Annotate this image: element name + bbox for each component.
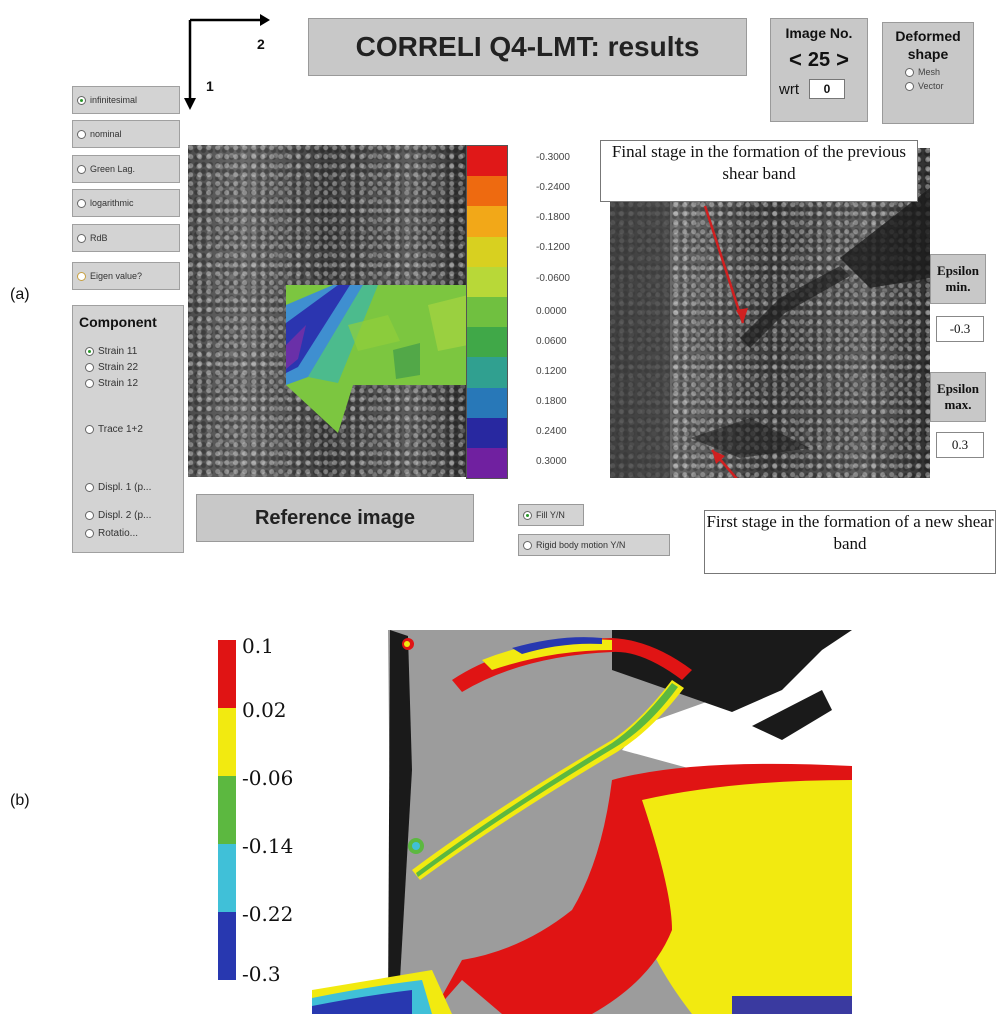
axis-1-label: 1 [206, 78, 214, 94]
reference-image-label: Reference image [196, 494, 474, 542]
radio-icon [77, 95, 86, 105]
component-title: Component [79, 314, 157, 330]
color-swatch [467, 236, 507, 267]
wrt-label: wrt [779, 80, 799, 98]
color-swatch [467, 327, 507, 358]
component-displ-2[interactable]: Displ. 2 (p... [81, 510, 151, 521]
strain-option-infinitesimal[interactable]: infinitesimal [72, 86, 180, 114]
legend-swatch [218, 640, 236, 708]
radio-icon [85, 347, 94, 356]
panel-label-a: (a) [10, 286, 30, 303]
image-number-value: 25 [807, 48, 831, 71]
fe-simulation-map [312, 630, 852, 1014]
epsilon-max-input[interactable]: 0.3 [936, 432, 984, 458]
color-swatch [467, 447, 507, 479]
strain-option-rdb[interactable]: RdB [72, 224, 180, 252]
strain-option-nominal[interactable]: nominal [72, 120, 180, 148]
component-trace[interactable]: Trace 1+2 [81, 424, 143, 435]
eigen-value-checkbox[interactable]: Eigen value? [72, 262, 180, 290]
color-swatch [467, 296, 507, 328]
vector-radio[interactable] [905, 81, 914, 91]
scale-label: -0.0600 [536, 273, 570, 284]
strain-option-green-lag[interactable]: Green Lag. [72, 155, 180, 183]
legend-label: -0.06 [242, 766, 294, 790]
legend-label: 0.1 [242, 634, 274, 658]
legend-swatch [218, 708, 236, 776]
radio-icon [85, 483, 94, 492]
radio-icon [85, 529, 94, 538]
component-strain-22[interactable]: Strain 22 [81, 362, 138, 373]
color-swatch [467, 387, 507, 418]
component-strain-12[interactable]: Strain 12 [81, 378, 138, 389]
reference-image [188, 145, 468, 477]
legend-swatch [218, 844, 236, 912]
deformed-image [610, 148, 930, 478]
color-swatch [467, 146, 507, 177]
component-strain-11[interactable]: Strain 11 [81, 346, 137, 357]
legend-swatch [218, 776, 236, 844]
app-title: CORRELI Q4-LMT: results [308, 18, 747, 76]
axis-2-label: 2 [257, 36, 265, 52]
fe-legend-bar [218, 640, 236, 980]
image-number-label: Image No. [785, 25, 853, 41]
radio-icon [77, 198, 86, 208]
deformed-shape-panel: Deformed shape Mesh Vector [882, 22, 974, 124]
scale-label: -0.1800 [536, 212, 570, 223]
color-swatch [467, 357, 507, 388]
rigid-body-toggle[interactable]: Rigid body motion Y/N [518, 534, 670, 556]
radio-icon [77, 164, 86, 174]
radio-icon [85, 511, 94, 520]
annotation-final-stage: Final stage in the formation of the prev… [600, 140, 918, 202]
epsilon-min-input[interactable]: -0.3 [936, 316, 984, 342]
vector-label: Vector [918, 81, 944, 91]
fill-toggle[interactable]: Fill Y/N [518, 504, 584, 526]
scale-label: 0.0000 [536, 306, 567, 317]
radio-icon [523, 540, 532, 550]
color-scale [466, 145, 508, 479]
radio-icon [85, 425, 94, 434]
strain-option-logarithmic[interactable]: logarithmic [72, 189, 180, 217]
legend-label: -0.3 [242, 962, 281, 986]
legend-label: -0.22 [242, 902, 294, 926]
epsilon-min-label: Epsilon min. [930, 254, 986, 304]
component-panel: Component Strain 11 Strain 22 Strain 12 … [72, 305, 184, 553]
epsilon-max-label: Epsilon max. [930, 372, 986, 422]
radio-icon [85, 379, 94, 388]
prev-image-button[interactable]: < [789, 47, 802, 72]
wrt-input[interactable]: 0 [809, 79, 845, 99]
scale-label: 0.2400 [536, 426, 567, 437]
color-swatch [467, 176, 507, 207]
legend-label: -0.14 [242, 834, 294, 858]
color-swatch [467, 266, 507, 297]
mesh-label: Mesh [918, 67, 941, 77]
panel-label-b: (b) [10, 792, 30, 809]
next-image-button[interactable]: > [836, 47, 849, 72]
radio-icon [77, 129, 86, 139]
scale-label: 0.1800 [536, 396, 567, 407]
deformed-shape-label: Deformed shape [895, 28, 961, 62]
color-swatch [467, 417, 507, 448]
scale-label: 0.0600 [536, 336, 567, 347]
radio-icon [77, 233, 86, 243]
legend-label: 0.02 [242, 698, 287, 722]
mesh-radio[interactable] [905, 67, 914, 77]
component-rotation[interactable]: Rotatio... [81, 528, 138, 539]
scale-label: 0.1200 [536, 366, 567, 377]
checkbox-icon [77, 271, 86, 281]
legend-swatch [218, 912, 236, 980]
component-displ-1[interactable]: Displ. 1 (p... [81, 482, 151, 493]
scale-label: -0.2400 [536, 182, 570, 193]
scale-label: -0.1200 [536, 242, 570, 253]
radio-icon [523, 510, 532, 520]
shear-band-overlay [610, 148, 930, 478]
scale-label: -0.3000 [536, 152, 570, 163]
radio-icon [85, 363, 94, 372]
image-number-panel: Image No. < 25 > wrt 0 [770, 18, 868, 122]
color-swatch [467, 206, 507, 237]
strain-field-overlay [286, 285, 468, 433]
scale-label: 0.3000 [536, 456, 567, 467]
axis-arrows [184, 14, 270, 110]
annotation-first-stage: First stage in the formation of a new sh… [704, 510, 996, 574]
